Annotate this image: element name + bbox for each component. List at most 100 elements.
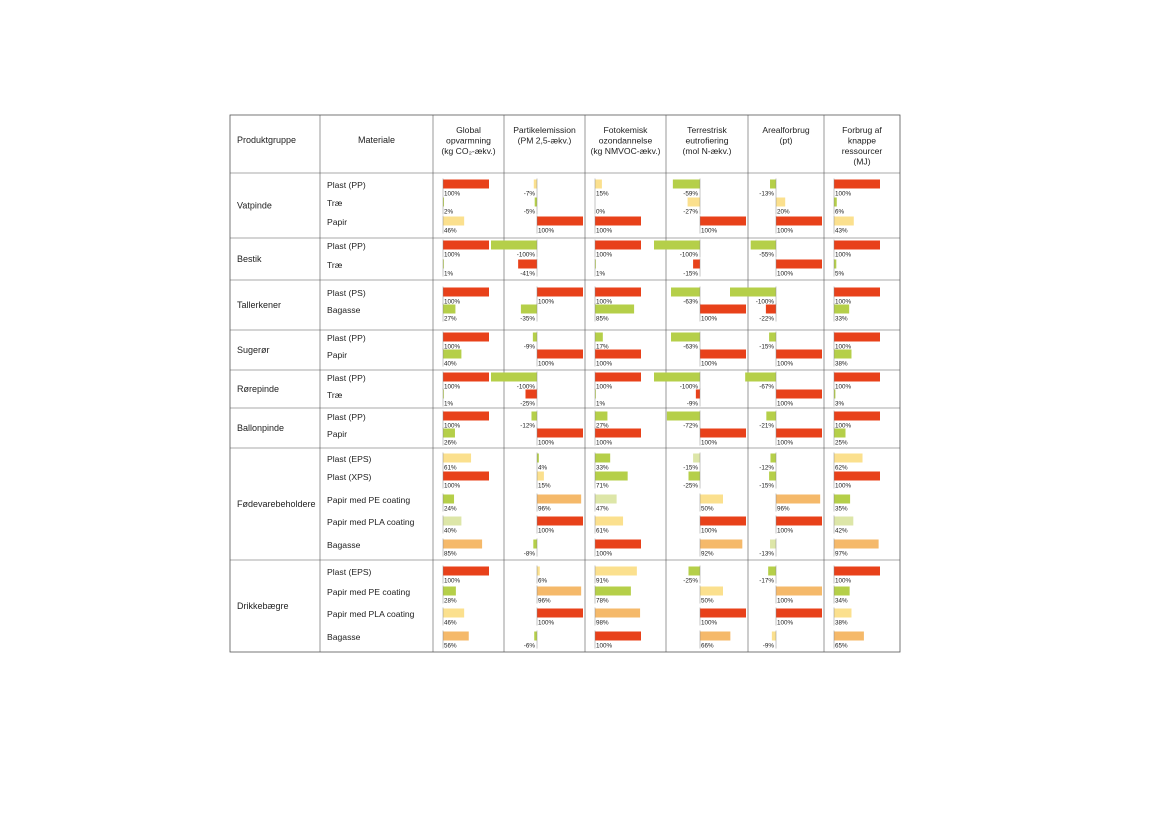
bar (776, 349, 822, 359)
material-label: Plast (PP) (327, 241, 366, 251)
bar (537, 566, 540, 576)
bar (688, 566, 700, 576)
value-label: 100% (777, 228, 794, 235)
group-label: Tallerkener (237, 300, 281, 310)
value-label: -9% (524, 344, 536, 351)
value-label: 100% (835, 578, 852, 585)
bar (525, 389, 537, 399)
value-label: 100% (444, 384, 461, 391)
bar (776, 197, 786, 207)
value-label: 100% (777, 401, 794, 408)
bar (834, 304, 850, 314)
value-label: -6% (524, 643, 536, 650)
bar (537, 453, 539, 463)
bar (443, 539, 483, 549)
bar (700, 631, 731, 641)
bar (834, 428, 846, 438)
bar (537, 586, 582, 596)
bar (537, 471, 544, 481)
value-label: -63% (683, 344, 698, 351)
bar (537, 216, 583, 226)
value-label: 100% (835, 191, 852, 198)
bar (776, 389, 822, 399)
value-label: 100% (777, 440, 794, 447)
bar (834, 197, 837, 207)
header-category-line: ressourcer (842, 146, 883, 156)
bar (700, 494, 723, 504)
value-label: -100% (517, 252, 536, 259)
value-label: 43% (835, 228, 848, 235)
bar (443, 453, 472, 463)
value-label: 100% (835, 299, 852, 306)
bar (518, 259, 537, 269)
material-label: Papir (327, 217, 347, 227)
bar (595, 586, 631, 596)
header-category-line: knappe (848, 136, 876, 146)
group-label: Vatpinde (237, 201, 272, 211)
bar (834, 453, 863, 463)
value-label: 96% (538, 506, 551, 513)
value-label: -7% (524, 191, 536, 198)
value-label: -72% (683, 423, 698, 430)
bar (671, 287, 700, 297)
value-label: 33% (835, 316, 848, 323)
value-label: 100% (538, 620, 555, 627)
value-label: -25% (683, 578, 698, 585)
value-label: 100% (444, 191, 461, 198)
value-label: -27% (683, 209, 698, 216)
material-label: Træ (327, 390, 343, 400)
value-label: 62% (835, 465, 848, 472)
bar (654, 372, 700, 382)
value-label: 100% (596, 252, 613, 259)
value-label: -17% (759, 578, 774, 585)
bar (537, 516, 583, 526)
value-label: 100% (777, 598, 794, 605)
value-label: -41% (520, 271, 535, 278)
value-label: -13% (759, 191, 774, 198)
value-label: 100% (444, 423, 461, 430)
value-label: 17% (596, 344, 609, 351)
group-label: Drikkebægre (237, 601, 289, 611)
material-label: Plast (PP) (327, 333, 366, 343)
material-label: Plast (PS) (327, 288, 366, 298)
value-label: 3% (835, 401, 845, 408)
bar (595, 349, 641, 359)
header-category-line: Arealforbrug (762, 125, 810, 135)
value-label: -25% (683, 483, 698, 490)
value-label: -100% (517, 384, 536, 391)
bar (834, 471, 880, 481)
bar (700, 516, 746, 526)
bar (491, 372, 537, 382)
bar (595, 332, 603, 342)
value-label: 46% (444, 620, 457, 627)
header-category-line: opvarmning (446, 136, 491, 146)
bar (443, 586, 456, 596)
value-label: 100% (596, 228, 613, 235)
material-label: Plast (EPS) (327, 567, 372, 577)
value-label: -9% (687, 401, 699, 408)
value-label: 100% (596, 384, 613, 391)
value-label: 1% (444, 401, 454, 408)
bar (443, 631, 469, 641)
value-label: -15% (683, 465, 698, 472)
value-label: 100% (701, 361, 718, 368)
bar (776, 259, 822, 269)
value-label: -8% (524, 551, 536, 558)
bar (537, 494, 582, 504)
value-label: 100% (777, 620, 794, 627)
value-label: -21% (759, 423, 774, 430)
bar (595, 453, 611, 463)
bar (700, 608, 746, 618)
bar (834, 586, 850, 596)
value-label: 100% (538, 299, 555, 306)
material-label: Papir med PE coating (327, 495, 410, 505)
bar (595, 494, 617, 504)
value-label: 78% (596, 598, 609, 605)
bar (595, 516, 624, 526)
group-label: Ballonpinde (237, 423, 284, 433)
bar (688, 471, 700, 481)
value-label: 100% (444, 578, 461, 585)
value-label: 100% (596, 361, 613, 368)
value-label: 35% (835, 506, 848, 513)
